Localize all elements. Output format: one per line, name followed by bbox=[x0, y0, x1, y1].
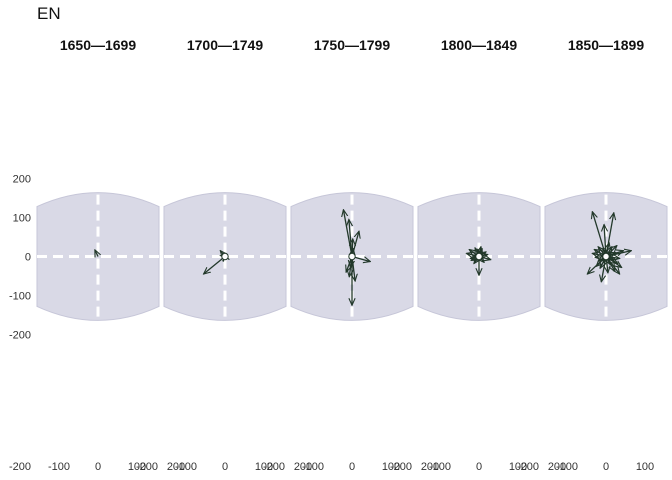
x-tick-label: -100 bbox=[429, 461, 451, 473]
x-tick-label: 0 bbox=[222, 461, 228, 473]
x-tick-label: -200 bbox=[390, 461, 412, 473]
x-tick-label: 200 bbox=[548, 461, 566, 473]
x-tick-label: -100 bbox=[175, 461, 197, 473]
x-tick-label: -100 bbox=[302, 461, 324, 473]
x-tick-label: 0 bbox=[603, 461, 609, 473]
y-tick-label: 0 bbox=[25, 252, 31, 264]
x-tick-label: 0 bbox=[349, 461, 355, 473]
y-tick-label: -200 bbox=[9, 330, 31, 342]
origin-point bbox=[475, 252, 483, 261]
x-tick-label: -200 bbox=[136, 461, 158, 473]
x-tick-label: 0 bbox=[476, 461, 482, 473]
y-tick-label: -100 bbox=[9, 291, 31, 303]
x-tick-label: 200 bbox=[421, 461, 439, 473]
panel-title: 1750—1799 bbox=[314, 37, 391, 53]
x-tick-label: 200 bbox=[167, 461, 185, 473]
origin-point bbox=[221, 252, 229, 261]
panel-title: 1700—1749 bbox=[187, 37, 264, 53]
origin-point bbox=[348, 252, 356, 261]
panel-4: 1800—1849 -200 -100 0 100 200 bbox=[390, 37, 566, 473]
x-tick-label: -200 bbox=[517, 461, 539, 473]
panel-title: 1800—1849 bbox=[441, 37, 518, 53]
x-tick-label: 200 bbox=[294, 461, 312, 473]
x-tick-label: -100 bbox=[48, 461, 70, 473]
panel-5: 1850—1899 -200 -100 0 100 200 bbox=[517, 37, 668, 473]
arrow bbox=[94, 250, 98, 257]
x-tick-label: 100 bbox=[382, 461, 400, 473]
x-tick-label: 100 bbox=[255, 461, 273, 473]
panel-title: 1650—1699 bbox=[60, 37, 137, 53]
x-tick-label: -200 bbox=[9, 461, 31, 473]
origin-point bbox=[602, 252, 610, 261]
x-tick-label: 100 bbox=[636, 461, 654, 473]
y-tick-label: 100 bbox=[13, 213, 31, 225]
x-tick-label: 0 bbox=[95, 461, 101, 473]
x-tick-label: 100 bbox=[128, 461, 146, 473]
panel-3: 1750—1799 -200 -100 0 100 200 bbox=[263, 37, 439, 473]
panel-2: 1700—1749 -200 -100 0 100 200 bbox=[136, 37, 312, 473]
figure-title: EN bbox=[37, 4, 61, 23]
x-tick-label: -100 bbox=[556, 461, 578, 473]
y-tick-label: 200 bbox=[13, 174, 31, 186]
panel-1: 1650—1699 -200 -100 0 100 200 200 100 0 -100 -200 bbox=[9, 37, 185, 473]
panel-title: 1850—1899 bbox=[568, 37, 645, 53]
x-tick-label: -200 bbox=[263, 461, 285, 473]
x-tick-label: 100 bbox=[509, 461, 527, 473]
